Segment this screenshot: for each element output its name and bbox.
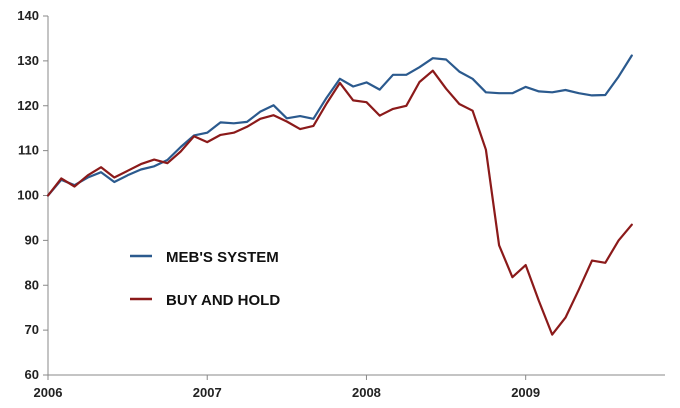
x-tick-label: 2007 xyxy=(193,385,222,400)
x-tick-label: 2008 xyxy=(352,385,381,400)
y-tick-label: 110 xyxy=(18,143,39,158)
x-tick-label: 2006 xyxy=(34,385,63,400)
legend-label-buy-and-hold: BUY AND HOLD xyxy=(166,292,280,309)
series-line-buy-and-hold xyxy=(46,69,633,336)
legend: MEB'S SYSTEM BUY AND HOLD xyxy=(130,249,280,309)
legend-item-buy-and-hold: BUY AND HOLD xyxy=(130,292,280,309)
legend-item-meb-system: MEB'S SYSTEM xyxy=(130,249,279,266)
series-lines xyxy=(46,54,633,336)
y-tick-label: 120 xyxy=(17,98,39,113)
y-tick-label: 90 xyxy=(25,232,39,247)
y-tick-label: 70 xyxy=(25,322,39,337)
legend-label-meb-system: MEB'S SYSTEM xyxy=(166,249,279,266)
y-tick-label: 130 xyxy=(17,53,39,68)
y-tick-label: 100 xyxy=(17,188,39,203)
y-tick-label: 60 xyxy=(25,367,39,382)
x-axis-ticks: 2006 2007 2008 2009 xyxy=(34,375,540,400)
y-tick-label: 140 xyxy=(17,8,39,23)
y-axis-ticks: 60 70 80 90 100 110 120 130 140 xyxy=(17,8,48,382)
series-line-meb-s-system xyxy=(46,54,633,197)
y-tick-label: 80 xyxy=(25,277,39,292)
x-tick-label: 2009 xyxy=(511,385,540,400)
